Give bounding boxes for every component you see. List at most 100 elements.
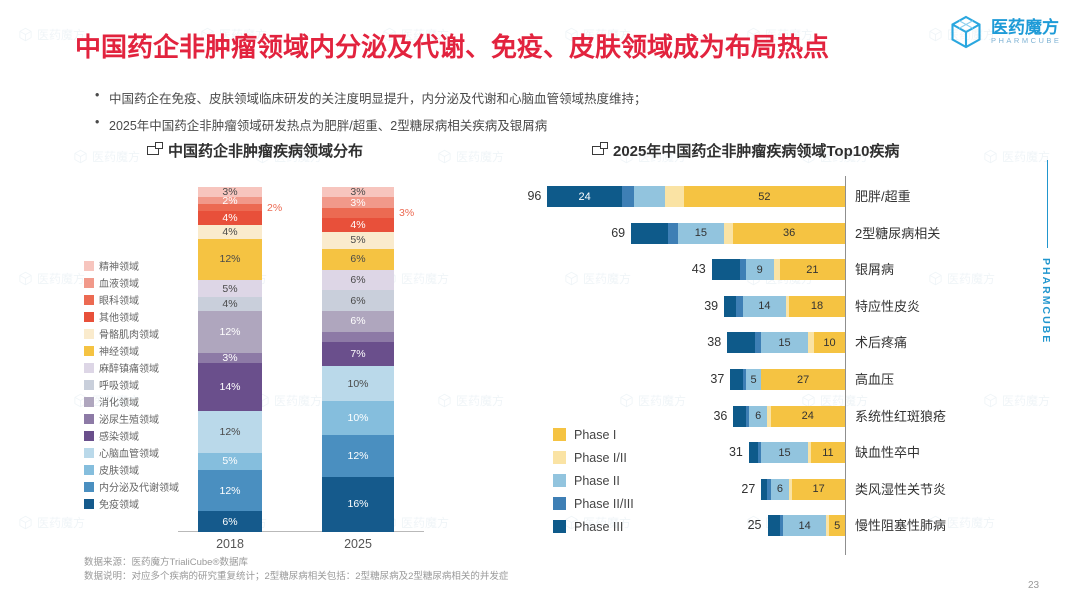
legend-item: 消化领域 [84,393,179,410]
disease-label: 肥胖/超重 [855,189,911,204]
watermark: 医药魔方 [437,392,504,409]
bar-total: 36 [713,408,728,423]
phase-legend-item: Phase I/II [553,446,634,469]
legend-item: 血液领域 [84,274,179,291]
segment-phase-i-ii [724,222,734,244]
segment-精神领域: 3% [322,185,394,198]
segment-phase-i-ii [789,478,793,500]
bar-total: 96 [527,189,542,203]
segment-phase-iii [767,515,780,537]
segment-label: 15 [694,227,707,240]
bar-total: 27 [741,481,756,496]
legend-item: 皮肤领域 [84,461,179,478]
legend-label: 骨骼肌肉领域 [99,330,159,341]
segment-phase-i: 27 [761,369,845,390]
segment-免疫领域: 16% [322,476,394,532]
watermark: 医药魔方 [437,148,504,165]
legend-swatch [84,447,94,458]
segment-label: 12% [347,449,369,462]
bar-label-divider [845,176,846,555]
legend-item: 精神领域 [84,257,179,274]
segment-感染领域: 14% [198,362,262,412]
left-chart-title-text: 中国药企非肿瘤疾病领域分布 [168,143,364,160]
disease-bar: 9 21 [711,259,845,281]
disease-label: 高血压 [855,372,895,387]
left-chart-title: 中国药企非肿瘤疾病领域分布 [147,140,363,161]
phase-legend-item: Phase II [553,469,634,492]
segment-眼科领域: 2% [198,202,282,212]
right-chart-title-text: 2025年中国药企非肿瘤疾病领域Top10疾病 [613,143,900,160]
watermark-cube-icon [929,27,942,42]
legend-item: 呼吸领域 [84,376,179,393]
segment-phase-i-ii [807,332,814,354]
segment-phase-iii [748,442,759,464]
segment-phase-i-ii [665,186,684,207]
segment-phase-ii-iii [621,186,635,207]
legend-swatch [84,328,94,339]
watermark-text: 医药魔方 [274,394,323,408]
segment-phase-i: 18 [789,295,845,317]
segment-心脑血管领域: 10% [322,366,394,401]
segment-phase-ii: 14 [782,515,827,537]
segment-label: 52 [758,190,771,203]
watermark-text: 医药魔方 [92,150,141,164]
segment-label: 6 [776,483,783,496]
segment-phase-i: 10 [813,332,845,354]
segment-泌尿生殖领域 [322,331,394,343]
segment-phase-ii: 5 [745,369,762,390]
legend-item: 感染领域 [84,427,179,444]
segment-label: 12% [219,253,241,266]
disease-label: 银屑病 [855,262,895,278]
segment-phase-i-ii [773,259,780,281]
watermark-cube-icon [438,393,451,408]
legend-swatch [84,430,94,441]
segment-呼吸领域: 4% [198,297,262,312]
disease-bar: 24 52 [547,186,845,207]
watermark: 医药魔方 [983,392,1050,409]
disease-label: 缺血性卒中 [855,445,921,461]
segment-呼吸领域: 6% [322,290,394,312]
segment-label: 4% [222,211,238,224]
segment-phase-ii: 6 [748,405,768,427]
watermark: 医药魔方 [619,392,686,409]
segment-骨骼肌肉领域: 4% [198,224,262,239]
segment-phase-i: 17 [792,478,845,500]
phase-legend-item: Phase III [553,515,634,538]
watermark-text: 医药魔方 [638,394,687,408]
segment-phase-iii [730,369,743,390]
watermark: 医药魔方 [73,148,140,165]
legend-swatch [84,464,94,475]
watermark: 医药魔方 [255,392,322,409]
segment-phase-i-ii [826,515,830,537]
bar-total: 31 [728,445,743,460]
watermark-text: 医药魔方 [401,516,450,530]
legend-swatch [553,520,566,533]
segment-phase-i: 36 [733,222,845,244]
phase-legend: Phase I Phase I/II Phase II Phase II/III Pha… [553,423,634,538]
segment-label: 12% [219,425,241,438]
legend-label: 血液领域 [99,279,139,290]
segment-消化领域: 6% [322,311,394,332]
footer-notes: 数据来源：医药魔方TrialiCube®数据库 数据说明：对应多个疾病的研究重复… [84,556,508,584]
watermark-text: 医药魔方 [947,272,996,286]
bar-total: 25 [747,518,762,533]
legend-label: 眼科领域 [99,296,139,307]
legend-item: 眼科领域 [84,291,179,308]
segment-label: 18 [810,300,824,313]
legend-item: 麻醉镇痛领域 [84,359,179,376]
x-axis-label: 2025 [344,537,372,551]
pharmcube-logo: 医药魔方 PHARMCUBE [948,14,1061,50]
disease-bar: 15 10 [727,332,845,354]
watermark-text: 医药魔方 [37,272,86,286]
legend-label: 神经领域 [99,347,139,358]
data-source-note: 数据来源：医药魔方TrialiCube®数据库 [84,557,248,568]
segment-label: 17 [812,483,825,496]
segment-phase-iii [727,332,756,354]
segment-label: 9 [756,263,763,276]
segment-皮肤领域: 5% [198,452,262,470]
legend-swatch [84,311,94,322]
segment-phase-ii: 6 [770,478,790,500]
segment-label: 3% [350,185,366,198]
segment-消化领域: 12% [198,311,262,353]
